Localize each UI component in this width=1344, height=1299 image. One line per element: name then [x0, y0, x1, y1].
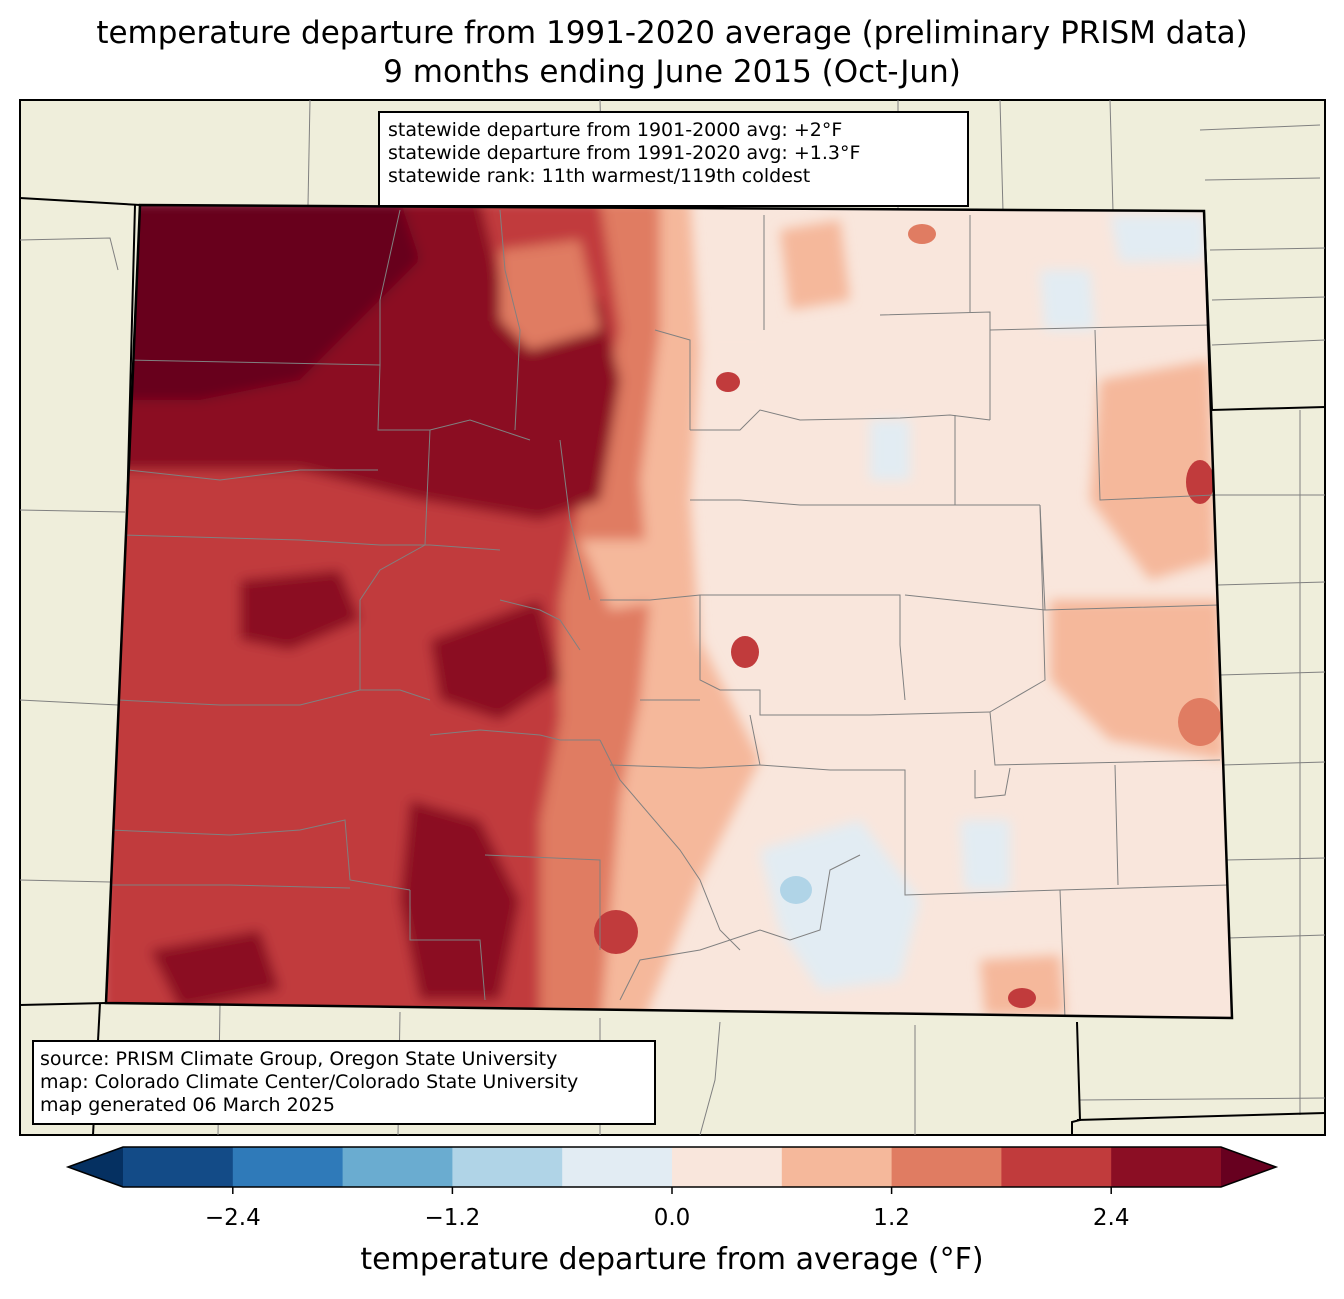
map-title: temperature departure from 1991-2020 ave…	[96, 15, 1248, 51]
colorbar-bin	[1001, 1147, 1112, 1187]
source-line-map: map: Colorado Climate Center/Colorado St…	[40, 1071, 579, 1093]
colorbar-bin	[672, 1147, 783, 1187]
statewide-stats-box: statewide departure from 1901-2000 avg: …	[378, 111, 969, 207]
colorado-border	[104, 203, 1234, 1020]
colorbar-tick-label: 2.4	[1092, 1205, 1130, 1231]
map-subtitle: 9 months ending June 2015 (Oct-Jun)	[383, 54, 961, 90]
colorbar-bin	[562, 1147, 673, 1187]
colorbar-under-arrow	[68, 1147, 123, 1187]
stats-line-1991-2020: statewide departure from 1991-2020 avg: …	[388, 142, 861, 164]
colorbar-label: temperature departure from average (°F)	[360, 1242, 984, 1277]
source-line-prism: source: PRISM Climate Group, Oregon Stat…	[40, 1048, 558, 1070]
neighbor-county-lines	[19, 99, 1326, 1136]
stats-line-rank: statewide rank: 11th warmest/119th colde…	[388, 165, 811, 187]
colorbar-outline	[65, 1146, 1279, 1188]
temperature-field	[106, 205, 1232, 1018]
colorbar-tick-label: 0.0	[653, 1205, 691, 1231]
colorbar-tick-label: 1.2	[873, 1205, 910, 1231]
colorbar-tick-label: −1.2	[424, 1205, 481, 1231]
colorbar-bin	[452, 1147, 563, 1187]
colorbar-bin	[781, 1147, 893, 1187]
colorbar-bin	[123, 1147, 234, 1187]
colorbar-bin	[1111, 1147, 1222, 1187]
colorbar	[65, 1146, 1279, 1194]
colorbar-bin	[342, 1147, 453, 1187]
source-box: source: PRISM Climate Group, Oregon Stat…	[32, 1040, 656, 1125]
colorbar-bin	[891, 1147, 1002, 1187]
colorbar-over-arrow	[1221, 1147, 1276, 1187]
source-line-generated: map generated 06 March 2025	[40, 1094, 335, 1116]
colorbar-tick-label: −2.4	[204, 1205, 261, 1231]
stats-line-1901-2000: statewide departure from 1901-2000 avg: …	[388, 119, 843, 141]
colorbar-bin	[232, 1147, 344, 1187]
county-lines	[108, 209, 1231, 1018]
